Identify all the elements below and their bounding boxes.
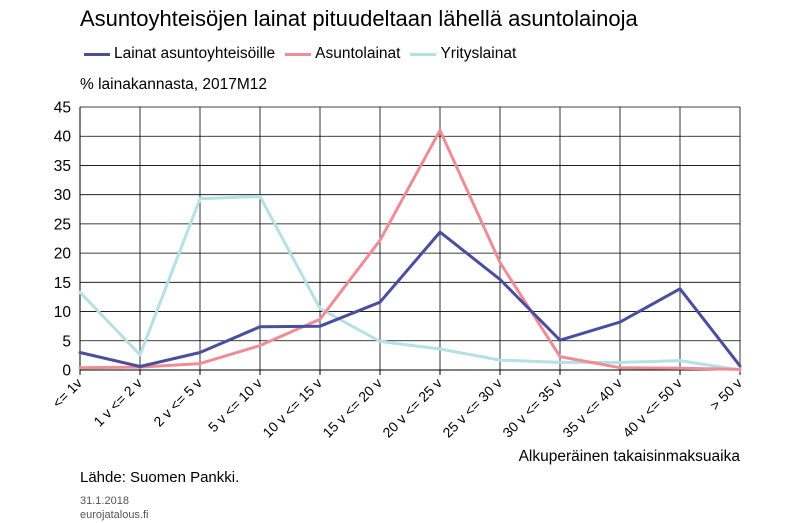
x-tick-label-9: 35 v <= 40 v	[559, 375, 625, 441]
legend-swatch-asuntolainat	[285, 52, 312, 56]
x-axis-title: Alkuperäinen takaisinmaksuaika	[519, 448, 741, 465]
legend-label-asuntolainat: Asuntolainat	[315, 45, 401, 62]
y-tick-label-20: 20	[54, 246, 72, 263]
chart-title: Asuntoyhteisöjen lainat pituudeltaan läh…	[80, 6, 638, 31]
x-tick-label-3: 5 v <= 10 v	[205, 375, 265, 435]
x-tick-label-4: 10 v <= 15 v	[259, 375, 325, 441]
x-tick-label-11: > 50 v	[707, 375, 746, 414]
x-tick-label-5: 15 v <= 20 v	[319, 375, 385, 441]
legend-label-yrityslainat: Yrityslainat	[440, 45, 517, 62]
x-tick-label-8: 30 v <= 35 v	[499, 375, 565, 441]
legend-item-yrityslainat: Yrityslainat	[410, 45, 516, 63]
series-line-2	[78, 194, 742, 372]
y-tick-label-30: 30	[54, 187, 72, 204]
y-tick-label-5: 5	[62, 333, 71, 350]
x-tick-label-10: 40 v <= 50 v	[619, 375, 685, 441]
y-tick-label-45: 45	[54, 100, 71, 117]
legend: Lainat asuntoyhteisöille Asuntolainat Yr…	[84, 45, 526, 63]
y-tick-label-10: 10	[54, 304, 72, 321]
series-line-0	[78, 230, 742, 368]
y-tick-label-40: 40	[54, 129, 72, 146]
site-name: eurojatalous.fi	[80, 509, 149, 521]
y-tick-label-0: 0	[62, 363, 71, 380]
y-tick-label-35: 35	[54, 158, 71, 175]
x-tick-label-2: 2 v <= 5 v	[150, 375, 205, 430]
x-tick-label-1: 1 v <= 2 v	[90, 375, 145, 430]
legend-label-lainat-asuntoyhteisoille: Lainat asuntoyhteisöille	[114, 45, 276, 62]
x-tick-label-0: <= 1v	[49, 375, 85, 411]
chart-subtitle: % lainakannasta, 2017M12	[80, 76, 267, 93]
series-line-1	[78, 128, 742, 371]
legend-item-asuntolainat: Asuntolainat	[285, 45, 400, 63]
legend-swatch-lainat-asuntoyhteisoille	[84, 52, 110, 56]
y-tick-label-15: 15	[54, 275, 71, 292]
legend-item-lainat-asuntoyhteisoille: Lainat asuntoyhteisöille	[84, 45, 275, 63]
x-tick-label-7: 25 v <= 30 v	[439, 375, 505, 441]
legend-swatch-yrityslainat	[410, 52, 437, 56]
x-tick-label-6: 20 v <= 25 v	[379, 375, 445, 441]
y-tick-label-25: 25	[54, 216, 71, 233]
source-note: Lähde: Suomen Pankki.	[80, 469, 240, 486]
publication-date: 31.1.2018	[80, 495, 129, 507]
